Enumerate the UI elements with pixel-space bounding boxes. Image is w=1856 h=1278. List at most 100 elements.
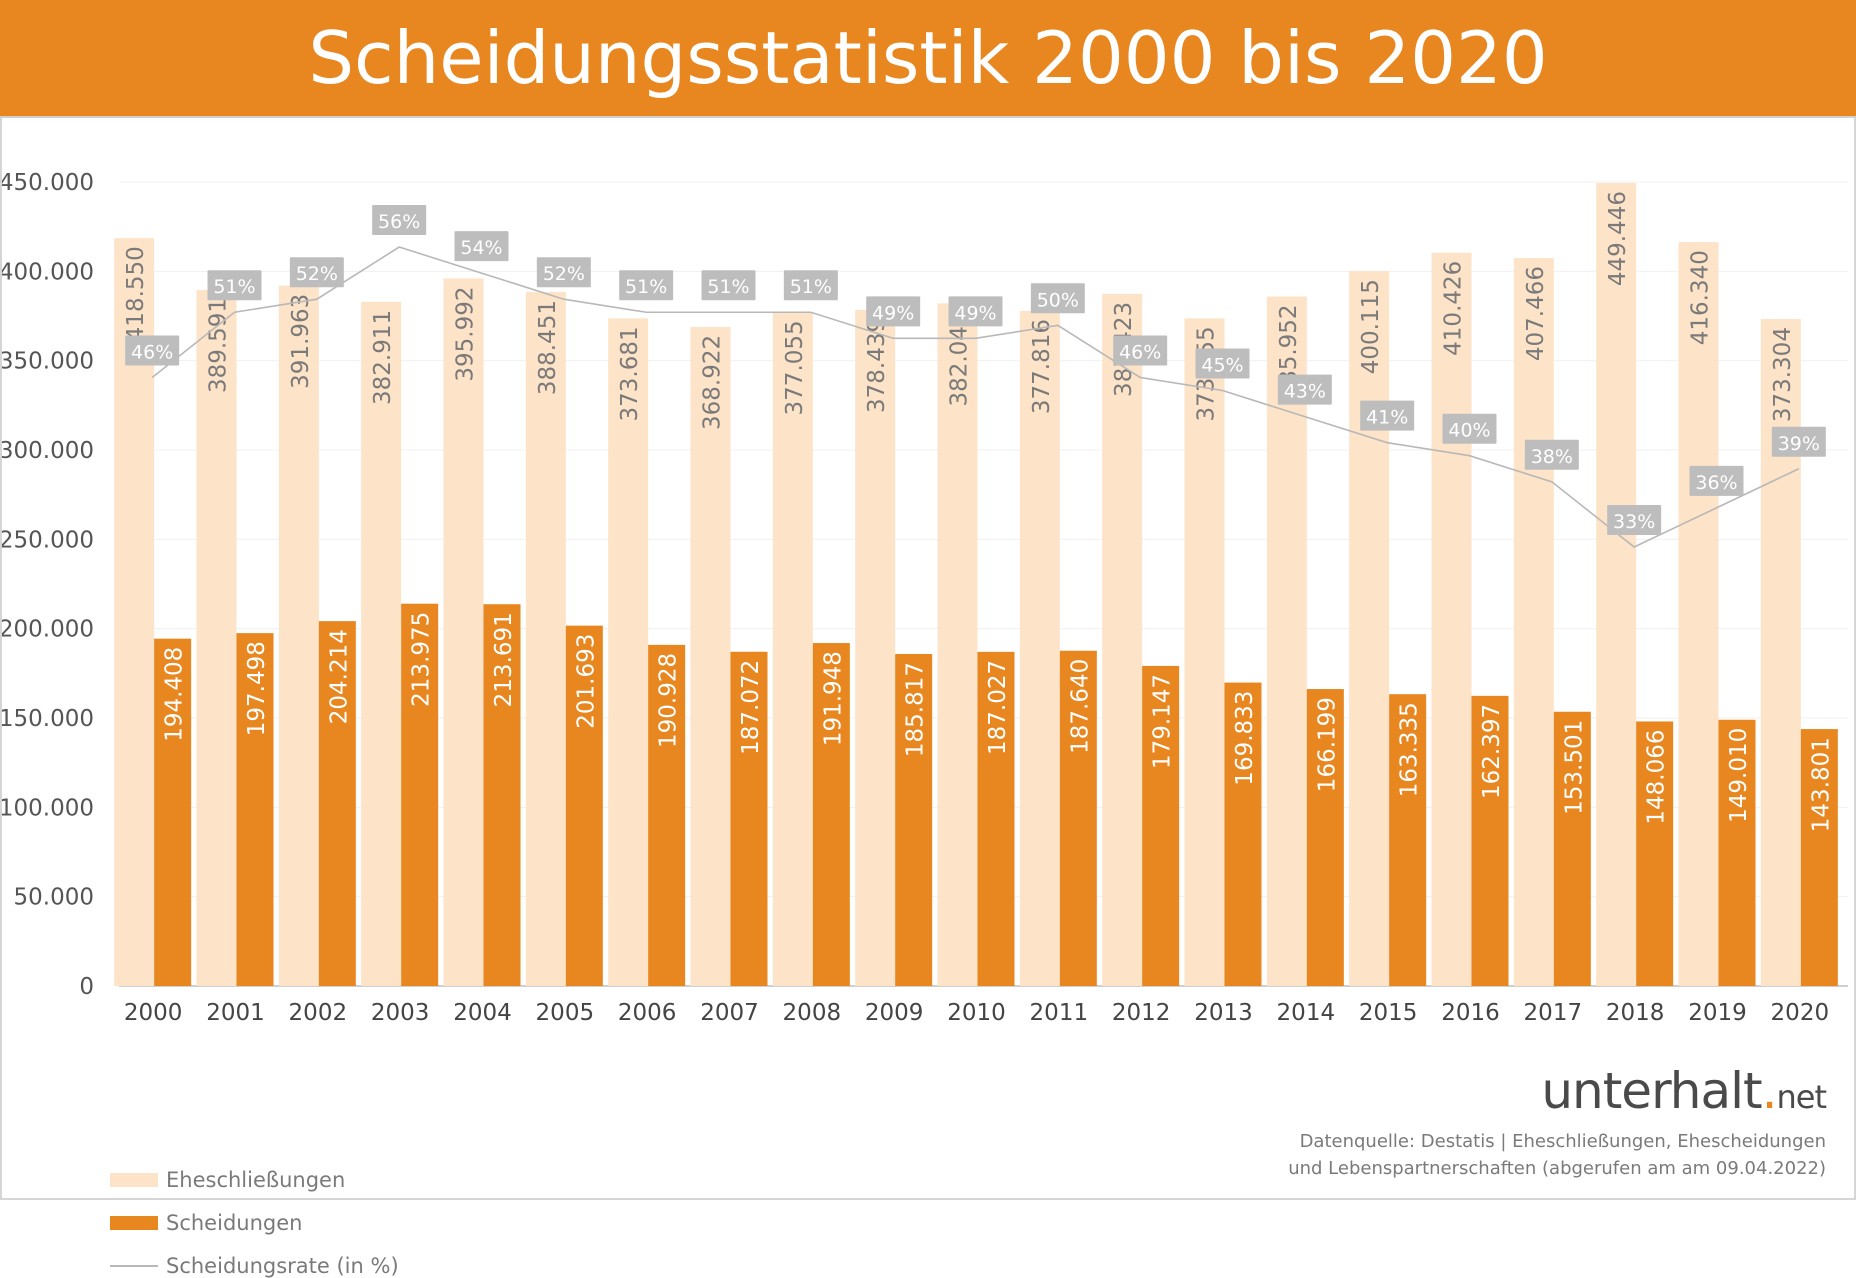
bar-label-scheidungen: 213.691 — [491, 612, 517, 707]
brand-tld: net — [1776, 1078, 1827, 1116]
bar-label-scheidungen: 201.693 — [573, 634, 599, 729]
bar-label-scheidungen: 190.928 — [656, 653, 682, 748]
rate-label: 56% — [378, 211, 420, 233]
rate-label: 33% — [1613, 511, 1655, 533]
rate-label: 51% — [625, 276, 667, 298]
rate-label-box — [454, 231, 509, 262]
rate-label: 46% — [1119, 341, 1161, 363]
bar-label-eheschliessungen: 368.922 — [700, 335, 726, 430]
y-tick-label: 50.000 — [14, 885, 94, 911]
bar-label-scheidungen: 163.335 — [1397, 702, 1423, 797]
bar-scheidungen — [977, 651, 1015, 986]
bar-scheidungen — [1553, 711, 1591, 986]
bar-label-eheschliessungen: 388.451 — [535, 300, 561, 395]
chart-title: Scheidungsstatistik 2000 bis 2020 — [308, 16, 1548, 100]
bar-label-scheidungen: 148.066 — [1644, 729, 1670, 824]
rate-label-box — [1689, 465, 1744, 496]
x-tick-label: 2012 — [1112, 1000, 1171, 1026]
bar-label-eheschliessungen: 391.963 — [288, 294, 314, 389]
bar-scheidungen — [318, 621, 356, 986]
source-note: Datenquelle: Destatis | Eheschließungen,… — [1288, 1128, 1826, 1182]
bar-label-scheidungen: 143.801 — [1808, 737, 1834, 832]
bar-scheidungen — [236, 633, 274, 986]
bar-eheschliessungen — [1513, 257, 1554, 986]
bar-label-scheidungen: 194.408 — [162, 647, 188, 742]
x-tick-label: 2013 — [1194, 1000, 1253, 1026]
bar-eheschliessungen — [1019, 310, 1060, 986]
bar-eheschliessungen — [608, 318, 649, 986]
x-tick-label: 2016 — [1441, 1000, 1500, 1026]
bar-scheidungen — [154, 638, 192, 986]
bar-scheidungen — [1306, 689, 1344, 986]
rate-label-box — [619, 270, 674, 301]
x-tick-label: 2008 — [783, 1000, 842, 1026]
rate-label-box — [1607, 505, 1662, 536]
y-tick-label: 250.000 — [2, 527, 94, 553]
x-tick-label: 2004 — [453, 1000, 512, 1026]
x-tick-label: 2014 — [1277, 1000, 1336, 1026]
bar-label-eheschliessungen: 410.426 — [1441, 261, 1467, 356]
bar-scheidungen — [401, 603, 439, 986]
y-tick-label: 450.000 — [2, 170, 94, 196]
rate-label: 49% — [954, 302, 996, 324]
bar-label-eheschliessungen: 416.340 — [1688, 250, 1714, 345]
bar-label-scheidungen: 187.640 — [1067, 659, 1093, 754]
source-line-1: Datenquelle: Destatis | Eheschließungen,… — [1299, 1131, 1826, 1152]
bar-label-eheschliessungen: 418.550 — [123, 246, 149, 341]
bar-label-scheidungen: 153.501 — [1561, 720, 1587, 815]
bar-label-scheidungen: 197.498 — [244, 641, 270, 736]
bar-label-scheidungen: 169.833 — [1232, 691, 1258, 786]
rate-label-box — [1360, 400, 1415, 431]
bar-label-eheschliessungen: 373.681 — [617, 326, 643, 421]
y-tick-label: 100.000 — [2, 795, 94, 821]
bar-label-eheschliessungen: 373.304 — [1770, 327, 1796, 422]
legend-item-divorces: Scheidungen — [110, 1211, 302, 1235]
bar-label-eheschliessungen: 377.816 — [1029, 319, 1055, 414]
rate-label: 36% — [1695, 472, 1737, 494]
bar-scheidungen — [483, 604, 521, 986]
x-tick-label: 2005 — [536, 1000, 595, 1026]
rate-label: 40% — [1448, 420, 1490, 442]
rate-label: 49% — [872, 302, 914, 324]
chart: 0 50.000 100.000 150.000 200.000 250.000 300.0… — [2, 170, 1848, 1026]
bar-eheschliessungen — [1678, 242, 1719, 987]
rate-label-box — [289, 257, 344, 288]
x-tick-label: 2001 — [206, 1000, 265, 1026]
bar-eheschliessungen — [690, 326, 731, 986]
rate-label-box — [1113, 335, 1168, 366]
bar-eheschliessungen — [278, 285, 319, 987]
bar-eheschliessungen — [1102, 293, 1143, 986]
brand-logo: unterhalt.net — [1541, 1062, 1827, 1120]
rate-label: 39% — [1778, 433, 1820, 455]
source-line-2: und Lebenspartnerschaften (abgerufen am … — [1288, 1158, 1826, 1179]
bar-label-eheschliessungen: 378.439 — [864, 318, 890, 413]
rate-label-box — [1771, 426, 1826, 457]
legend-label-rate: Scheidungsrate (in %) — [166, 1254, 399, 1278]
x-tick-label: 2017 — [1524, 1000, 1583, 1026]
y-tick-label: 400.000 — [2, 259, 94, 285]
rate-label-box — [1524, 439, 1579, 470]
bar-scheidungen — [1718, 719, 1756, 986]
bar-label-eheschliessungen: 382.047 — [947, 311, 973, 406]
x-tick-label: 2020 — [1771, 1000, 1830, 1026]
rate-label-box — [948, 296, 1003, 327]
brand-name: unterhalt — [1541, 1062, 1762, 1120]
bar-label-scheidungen: 187.072 — [738, 660, 764, 755]
bar-label-eheschliessungen: 377.055 — [782, 320, 808, 415]
legend-label-divorces: Scheidungen — [166, 1211, 303, 1235]
bar-label-scheidungen: 149.010 — [1726, 728, 1752, 823]
rate-label-box — [1195, 348, 1250, 379]
bar-scheidungen — [1224, 682, 1262, 986]
bar-label-scheidungen: 166.199 — [1314, 697, 1340, 792]
y-tick-label: 200.000 — [2, 617, 94, 643]
rate-label: 43% — [1284, 381, 1326, 403]
y-tick-label: 150.000 — [2, 706, 94, 732]
rate-label: 52% — [296, 263, 338, 285]
rate-label-box — [783, 270, 838, 301]
y-tick-label: 350.000 — [2, 349, 94, 375]
rate-label: 50% — [1037, 289, 1079, 311]
bar-scheidungen — [812, 643, 850, 986]
bar-scheidungen — [730, 651, 768, 986]
rate-label: 45% — [1201, 355, 1243, 377]
bar-scheidungen — [1142, 665, 1180, 986]
